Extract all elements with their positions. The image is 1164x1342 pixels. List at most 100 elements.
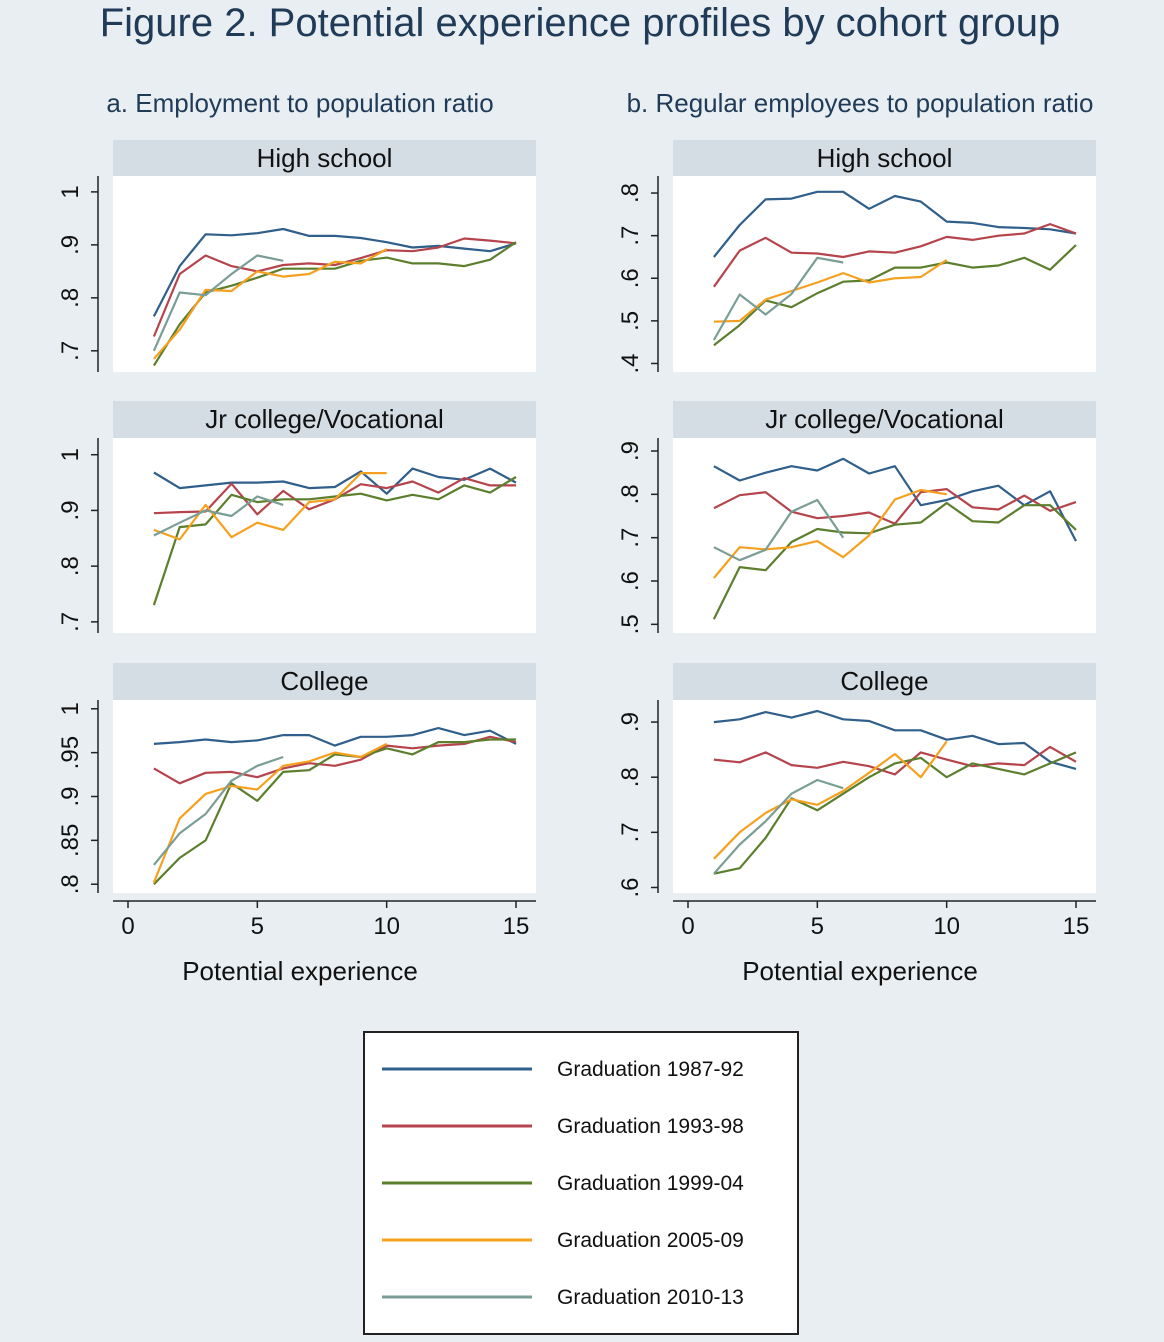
panel-b-title: b. Regular employees to population ratio: [627, 88, 1094, 118]
x-axis-label-a: Potential experience: [182, 956, 418, 986]
x-tick-label: 10: [373, 913, 400, 940]
x-tick-label: 0: [681, 913, 694, 940]
x-tick-label: 0: [121, 913, 134, 940]
series-line-graduation-1993-98: [153, 735, 517, 785]
y-tick-label: .9: [57, 786, 84, 806]
series-line-graduation-2005-09: [152, 742, 388, 883]
y-tick-label: 1: [57, 702, 84, 715]
legend-label: Graduation 2005-09: [557, 1229, 744, 1252]
strip-title: High school: [817, 143, 953, 173]
series-line-graduation-1993-98: [152, 237, 517, 337]
series-line-graduation-2010-13: [153, 495, 284, 537]
panel-a-high-school: High school .7 .8 .9 1: [57, 140, 536, 372]
series-line-graduation-2005-09: [713, 740, 948, 860]
panel-a-jr-college-vocational: Jr college/Vocational .7 .8 .9 1: [57, 401, 536, 633]
y-tick-label: .8: [617, 484, 644, 504]
series-line-graduation-1987-92: [713, 190, 1077, 258]
series-line-graduation-1993-98: [713, 223, 1077, 288]
plot-area: [113, 176, 536, 372]
y-tick-label: .8: [617, 183, 644, 203]
plot-area: [113, 700, 536, 893]
legend-label: Graduation 1999-04: [557, 1172, 744, 1195]
strip-title: Jr college/Vocational: [205, 404, 443, 434]
series-line-graduation-1987-92: [153, 467, 517, 495]
y-tick-label: .7: [617, 528, 644, 548]
legend-label: Graduation 1993-98: [557, 1115, 744, 1138]
legend-item: Graduation 2005-09: [382, 1229, 744, 1252]
series-line-graduation-1987-92: [152, 227, 517, 317]
series-line-graduation-2005-09: [713, 488, 947, 579]
y-tick-label: .7: [617, 226, 644, 246]
series-line-graduation-1987-92: [713, 457, 1077, 542]
y-tick-label: .7: [57, 612, 84, 632]
strip-header: [113, 663, 536, 700]
series-line-graduation-2010-13: [153, 755, 284, 866]
strip-header: [673, 140, 1096, 176]
strip-title: Jr college/Vocational: [765, 404, 1003, 434]
series-line-graduation-1999-04: [713, 751, 1077, 875]
series-line-graduation-2010-13: [152, 254, 284, 352]
y-tick-label: .9: [57, 500, 84, 520]
y-tick-label: .6: [617, 877, 644, 897]
y-tick-label: .95: [57, 736, 84, 769]
panel-b-college: College .6 .7 .8 .9 0 5 10 15: [617, 663, 1096, 940]
panel-b-jr-college-vocational: Jr college/Vocational .5 .6 .7 .8 .9: [617, 401, 1096, 634]
x-tick-label: 15: [503, 913, 530, 940]
legend-item: Graduation 2010-13: [382, 1286, 744, 1309]
strip-header: [673, 663, 1096, 700]
y-tick-label: .7: [57, 341, 84, 361]
legend-label: Graduation 1987-92: [557, 1058, 744, 1081]
x-axis-label-b: Potential experience: [742, 956, 978, 986]
y-tick-label: .4: [617, 353, 644, 373]
plot-area: [673, 176, 1096, 372]
strip-title: College: [840, 666, 928, 696]
strip-title: College: [280, 666, 368, 696]
series-line-graduation-1987-92: [153, 726, 517, 747]
y-tick-label: .5: [617, 614, 644, 634]
series-line-graduation-1987-92: [713, 709, 1077, 770]
legend-item: Graduation 1993-98: [382, 1115, 744, 1138]
y-tick-label: .9: [617, 712, 644, 732]
series-line-graduation-1999-04: [153, 738, 516, 885]
y-tick-label: .5: [617, 311, 644, 331]
y-tick-label: .8: [617, 767, 644, 787]
y-tick-label: .8: [57, 556, 84, 576]
y-tick-label: 1: [57, 185, 84, 198]
series-line-graduation-2005-09: [153, 248, 388, 360]
series-line-graduation-1999-04: [712, 501, 1077, 620]
y-tick-label: .85: [57, 824, 84, 857]
figure-title: Figure 2. Potential experience profiles …: [100, 1, 1061, 45]
legend-items: Graduation 1987-92 Graduation 1993-98 Grad…: [382, 1058, 744, 1309]
x-tick-label: 5: [811, 913, 824, 940]
y-tick-label: .6: [617, 268, 644, 288]
strip-header: [113, 401, 536, 438]
x-tick-label: 15: [1063, 913, 1090, 940]
y-tick-label: .8: [57, 874, 84, 894]
y-tick-label: .9: [617, 441, 644, 461]
series-line-graduation-2010-13: [713, 778, 844, 875]
y-tick-label: .7: [617, 822, 644, 842]
strip-header: [113, 140, 536, 176]
y-tick-label: .6: [617, 571, 644, 591]
legend: Graduation 1987-92 Graduation 1993-98 Grad…: [363, 1031, 799, 1335]
y-tick-label: 1: [57, 448, 84, 461]
strip-header: [673, 401, 1096, 438]
panel-a-title: a. Employment to population ratio: [106, 88, 493, 118]
series-line-graduation-2010-13: [712, 256, 844, 341]
legend-label: Graduation 2010-13: [557, 1286, 744, 1309]
strip-title: High school: [257, 143, 393, 173]
series-line-graduation-1999-04: [713, 244, 1077, 347]
series-line-graduation-2010-13: [713, 498, 845, 562]
panel-b-high-school: High school .4 .5 .6 .7 .8: [617, 140, 1096, 373]
legend-item: Graduation 1999-04: [382, 1172, 744, 1195]
series-line-graduation-2005-09: [153, 472, 387, 541]
x-tick-label: 5: [251, 913, 264, 940]
plot-area: [673, 438, 1096, 633]
series-line-graduation-1993-98: [713, 745, 1077, 776]
y-tick-label: .8: [57, 288, 84, 308]
legend-item: Graduation 1987-92: [382, 1058, 744, 1081]
x-tick-label: 10: [933, 913, 960, 940]
y-tick-label: .9: [57, 235, 84, 255]
